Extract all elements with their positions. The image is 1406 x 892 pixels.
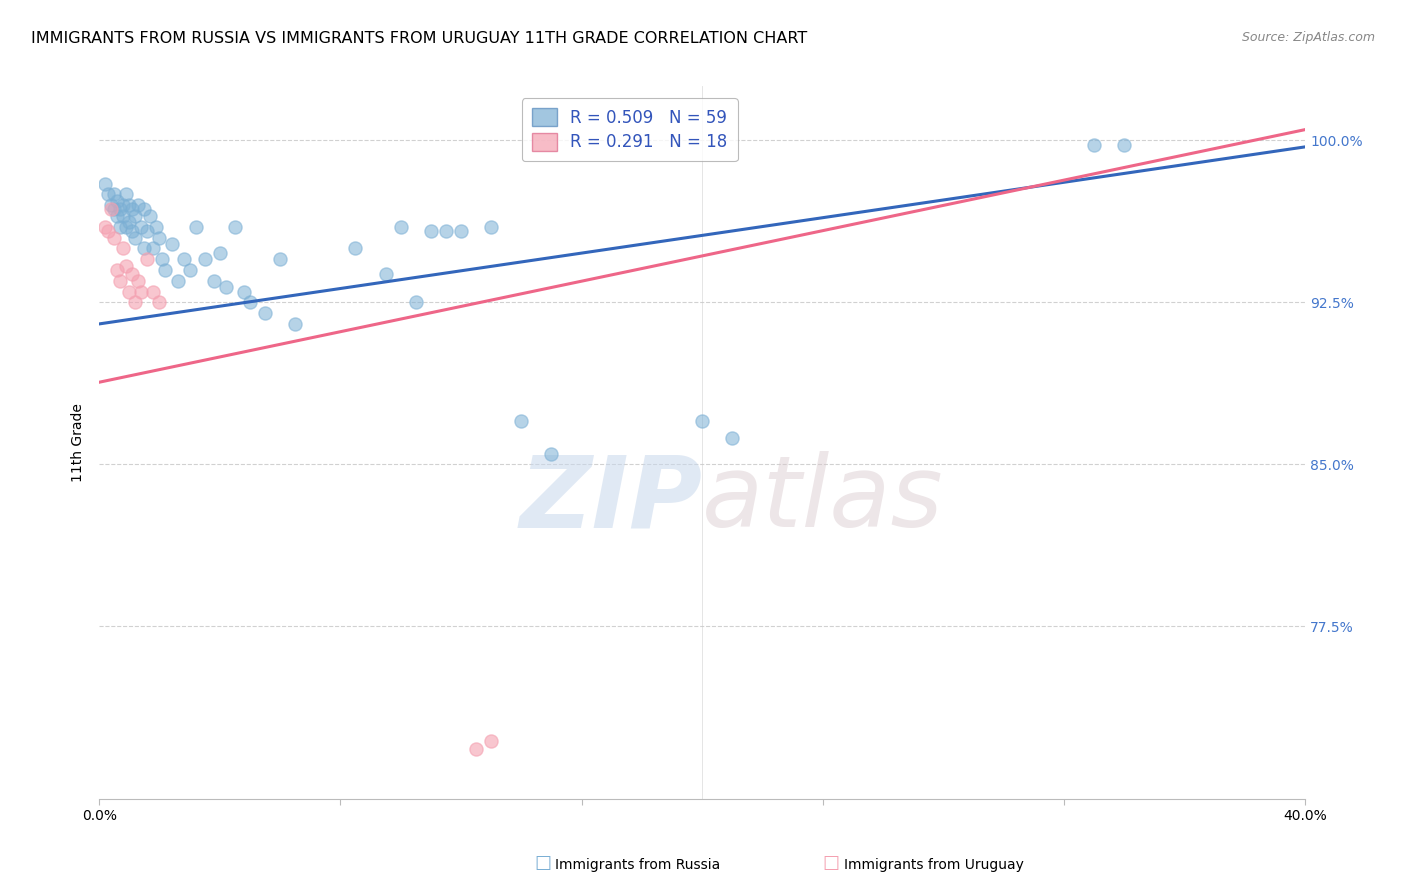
Text: IMMIGRANTS FROM RUSSIA VS IMMIGRANTS FROM URUGUAY 11TH GRADE CORRELATION CHART: IMMIGRANTS FROM RUSSIA VS IMMIGRANTS FRO… — [31, 31, 807, 46]
Point — [118, 285, 141, 299]
Point — [118, 215, 141, 229]
Point — [479, 219, 502, 234]
Point — [479, 733, 502, 747]
Point — [208, 245, 231, 260]
Point — [405, 295, 427, 310]
Y-axis label: 11th Grade: 11th Grade — [72, 403, 86, 483]
Point — [105, 263, 128, 277]
Point — [179, 263, 201, 277]
Point — [134, 202, 156, 217]
Point — [344, 241, 367, 255]
Point — [94, 219, 117, 234]
Text: □: □ — [534, 855, 551, 872]
Point — [434, 224, 457, 238]
Point — [389, 219, 412, 234]
Point — [115, 219, 138, 234]
Point — [94, 177, 117, 191]
Point — [136, 252, 159, 267]
Point — [1114, 137, 1136, 152]
Point — [110, 219, 132, 234]
Point — [690, 414, 713, 428]
Point — [112, 241, 135, 255]
Point — [166, 274, 188, 288]
Point — [105, 209, 128, 223]
Point — [232, 285, 254, 299]
Point — [112, 209, 135, 223]
Point — [127, 198, 149, 212]
Point — [148, 295, 170, 310]
Point — [115, 187, 138, 202]
Point — [121, 202, 143, 217]
Point — [142, 285, 165, 299]
Point — [419, 224, 441, 238]
Point — [148, 230, 170, 244]
Point — [131, 219, 153, 234]
Point — [202, 274, 225, 288]
Point — [721, 431, 744, 445]
Point — [134, 241, 156, 255]
Text: Source: ZipAtlas.com: Source: ZipAtlas.com — [1241, 31, 1375, 45]
Point — [224, 219, 246, 234]
Point — [97, 187, 120, 202]
Point — [142, 241, 165, 255]
Point — [127, 274, 149, 288]
Point — [100, 202, 122, 217]
Point — [173, 252, 195, 267]
Point — [540, 446, 562, 460]
Point — [103, 230, 125, 244]
Point — [103, 202, 125, 217]
Text: Immigrants from Russia: Immigrants from Russia — [555, 858, 721, 872]
Point — [184, 219, 207, 234]
Point — [103, 187, 125, 202]
Point — [110, 202, 132, 217]
Legend: R = 0.509   N = 59, R = 0.291   N = 18: R = 0.509 N = 59, R = 0.291 N = 18 — [522, 98, 738, 161]
Point — [118, 198, 141, 212]
Text: atlas: atlas — [702, 451, 943, 549]
Point — [121, 267, 143, 281]
Point — [105, 194, 128, 208]
Point — [136, 224, 159, 238]
Point — [253, 306, 276, 320]
Point — [115, 259, 138, 273]
Text: ZIP: ZIP — [519, 451, 702, 549]
Point — [112, 198, 135, 212]
Point — [284, 317, 307, 331]
Point — [100, 198, 122, 212]
Point — [124, 209, 146, 223]
Point — [124, 295, 146, 310]
Point — [450, 224, 472, 238]
Point — [139, 209, 162, 223]
Point — [155, 263, 177, 277]
Point — [160, 237, 183, 252]
Point — [121, 224, 143, 238]
Point — [97, 224, 120, 238]
Point — [269, 252, 291, 267]
Point — [239, 295, 262, 310]
Point — [510, 414, 533, 428]
Point — [110, 274, 132, 288]
Point — [215, 280, 238, 294]
Point — [465, 742, 488, 756]
Point — [131, 285, 153, 299]
Text: □: □ — [823, 855, 839, 872]
Point — [152, 252, 174, 267]
Point — [145, 219, 167, 234]
Point — [1083, 137, 1105, 152]
Text: Immigrants from Uruguay: Immigrants from Uruguay — [844, 858, 1024, 872]
Point — [374, 267, 396, 281]
Point — [194, 252, 217, 267]
Point — [124, 230, 146, 244]
